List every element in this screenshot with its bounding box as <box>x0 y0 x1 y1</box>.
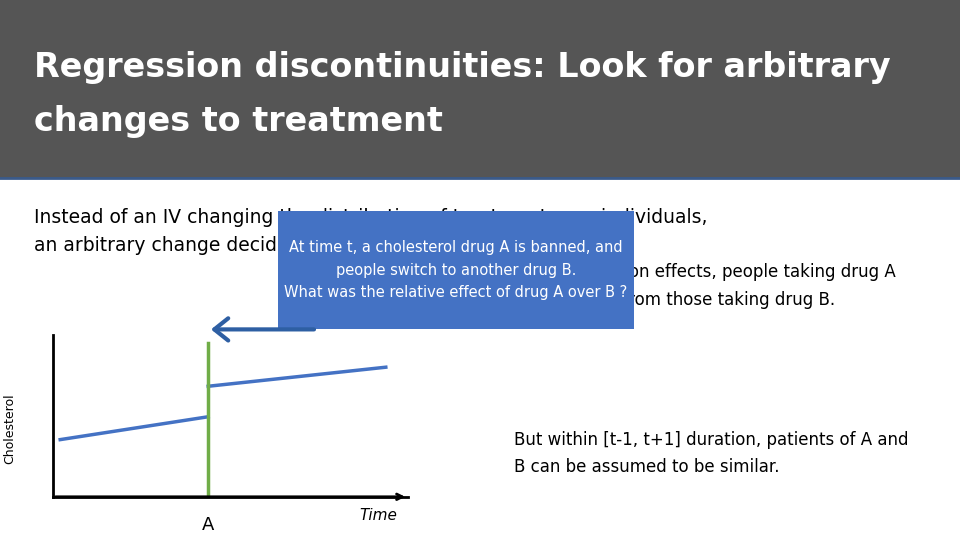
Text: A: A <box>202 516 214 534</box>
Text: Instead of an IV changing the distribution of treatment over individuals,
an arb: Instead of an IV changing the distributi… <box>34 208 708 255</box>
Text: Time: Time <box>360 508 397 523</box>
Text: changes to treatment: changes to treatment <box>34 105 443 138</box>
Text: Cholesterol: Cholesterol <box>4 394 16 464</box>
Text: But within [t-1, t+1] duration, patients of A and
B can be assumed to be similar: But within [t-1, t+1] duration, patients… <box>514 431 908 476</box>
Text: Regression discontinuities: Look for arbitrary: Regression discontinuities: Look for arb… <box>34 51 890 84</box>
Text: Due to selection effects, people taking drug A
are different from those taking d: Due to selection effects, people taking … <box>514 264 896 309</box>
Text: At time t, a cholesterol drug A is banned, and
people switch to another drug B.
: At time t, a cholesterol drug A is banne… <box>284 240 628 300</box>
